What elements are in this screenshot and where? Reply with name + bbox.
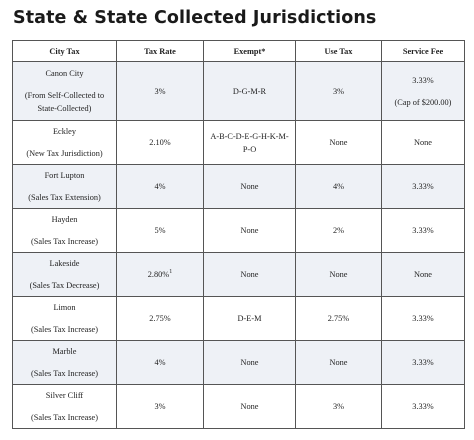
use-tax-cell: 3%: [295, 384, 382, 429]
service-fee-cell: 3.33%: [381, 296, 465, 341]
tax-rate-cell: 2.80%1: [116, 252, 204, 297]
city-note: (Sales Tax Increase): [31, 413, 98, 422]
exempt-cell: None: [203, 340, 296, 385]
city-cell: Hayden (Sales Tax Increase): [12, 208, 117, 253]
tax-rate-value: 4%: [154, 182, 166, 191]
tax-rate-cell: 3%: [116, 61, 204, 121]
city-cell: Lakeside (Sales Tax Decrease): [12, 252, 117, 297]
column-header-tax-rate: Tax Rate: [116, 40, 204, 62]
city-cell: Canon City (From Self-Collected to State-…: [12, 61, 117, 121]
column-header-use-tax: Use Tax: [295, 40, 382, 62]
service-fee-cell: 3.33%: [381, 164, 465, 209]
city-note: (Sales Tax Increase): [31, 369, 98, 378]
use-tax-cell: 3%: [295, 61, 382, 121]
service-fee-value: 3.33%: [412, 226, 434, 235]
page-title: State & State Collected Jurisdictions: [13, 8, 377, 28]
tax-rate-cell: 4%: [116, 340, 204, 385]
tax-rate-footnote: 1: [169, 269, 173, 276]
service-fee-cell: 3.33% (Cap of $200.00): [381, 61, 465, 121]
city-cell: Marble (Sales Tax Increase): [12, 340, 117, 385]
table-row: Eckley (New Tax Jurisdiction) 2.10% A-B-C-D…: [12, 120, 465, 165]
city-note: (Sales Tax Increase): [31, 325, 98, 334]
column-header-city-tax: City Tax: [12, 40, 117, 62]
service-fee-value: 3.33%: [412, 314, 434, 323]
exempt-cell: None: [203, 384, 296, 429]
exempt-cell: D-G-M-R: [203, 61, 296, 121]
jurisdictions-table: City Tax Tax Rate Exempt* Use Tax Servic…: [12, 40, 465, 429]
use-tax-cell: 2%: [295, 208, 382, 253]
tax-rate-cell: 2.10%: [116, 120, 204, 165]
city-note: (Sales Tax Extension): [28, 193, 101, 202]
tax-rate-cell: 5%: [116, 208, 204, 253]
service-fee-cell: 3.33%: [381, 384, 465, 429]
service-fee-cell: 3.33%: [381, 340, 465, 385]
exempt-cell: D-E-M: [203, 296, 296, 341]
city-name: Lakeside: [49, 259, 80, 268]
city-cell: Fort Lupton (Sales Tax Extension): [12, 164, 117, 209]
tax-rate-value: 3%: [154, 86, 166, 96]
city-note: (Sales Tax Decrease): [29, 281, 100, 290]
exempt-cell: None: [203, 164, 296, 209]
city-name: Silver Cliff: [45, 391, 84, 400]
table-header-row: City Tax Tax Rate Exempt* Use Tax Servic…: [12, 40, 465, 62]
city-name: Fort Lupton: [44, 171, 85, 180]
service-fee-value: 3.33%: [412, 358, 434, 367]
table-row: Marble (Sales Tax Increase) 4% None None 3.33…: [12, 340, 465, 385]
table-row: Lakeside (Sales Tax Decrease) 2.80%1 None No…: [12, 252, 465, 297]
city-cell: Limon (Sales Tax Increase): [12, 296, 117, 341]
city-cell: Eckley (New Tax Jurisdiction): [12, 120, 117, 165]
tax-rate-value: 5%: [154, 226, 166, 235]
service-fee-cell: None: [381, 120, 465, 165]
tax-rate-value: 2.80%: [147, 270, 170, 279]
tax-rate-cell: 4%: [116, 164, 204, 209]
service-fee-value: 3.33%: [412, 402, 434, 411]
city-name: Marble: [52, 347, 77, 356]
service-fee-value: None: [414, 270, 432, 279]
table-row: Silver Cliff (Sales Tax Increase) 3% None 3%…: [12, 384, 465, 429]
city-cell: Silver Cliff (Sales Tax Increase): [12, 384, 117, 429]
city-name: Limon: [53, 303, 76, 312]
city-note: (New Tax Jurisdiction): [26, 149, 103, 158]
service-fee-value: 3.33%: [412, 75, 434, 85]
exempt-cell: None: [203, 252, 296, 297]
service-fee-note: (Cap of $200.00): [394, 97, 452, 107]
column-header-exempt: Exempt*: [203, 40, 296, 62]
service-fee-value: 3.33%: [412, 182, 434, 191]
use-tax-cell: None: [295, 340, 382, 385]
table-row: Hayden (Sales Tax Increase) 5% None 2% 3.33%: [12, 208, 465, 253]
use-tax-cell: 2.75%: [295, 296, 382, 341]
city-note: (Sales Tax Increase): [31, 237, 98, 246]
use-tax-cell: 4%: [295, 164, 382, 209]
exempt-cell: A-B-C-D-E-G-H-K-M-P-O: [203, 120, 296, 165]
exempt-cell: None: [203, 208, 296, 253]
service-fee-cell: None: [381, 252, 465, 297]
tax-rate-value: 2.10%: [149, 138, 171, 147]
tax-rate-value: 4%: [154, 358, 166, 367]
service-fee-value: None: [414, 138, 432, 147]
table-row: Canon City (From Self-Collected to State-…: [12, 61, 465, 121]
city-name: Eckley: [52, 127, 77, 136]
use-tax-cell: None: [295, 252, 382, 297]
use-tax-cell: None: [295, 120, 382, 165]
tax-rate-cell: 3%: [116, 384, 204, 429]
tax-rate-cell: 2.75%: [116, 296, 204, 341]
city-name: Canon City: [45, 69, 84, 78]
column-header-service-fee: Service Fee: [381, 40, 465, 62]
table-row: Fort Lupton (Sales Tax Extension) 4% None 4%…: [12, 164, 465, 209]
tax-rate-value: 2.75%: [149, 314, 171, 323]
service-fee-cell: 3.33%: [381, 208, 465, 253]
city-note: (From Self-Collected to State-Collected): [24, 91, 105, 113]
table-row: Limon (Sales Tax Increase) 2.75% D-E-M 2.75%…: [12, 296, 465, 341]
city-name: Hayden: [51, 215, 78, 224]
tax-rate-value: 3%: [154, 402, 166, 411]
